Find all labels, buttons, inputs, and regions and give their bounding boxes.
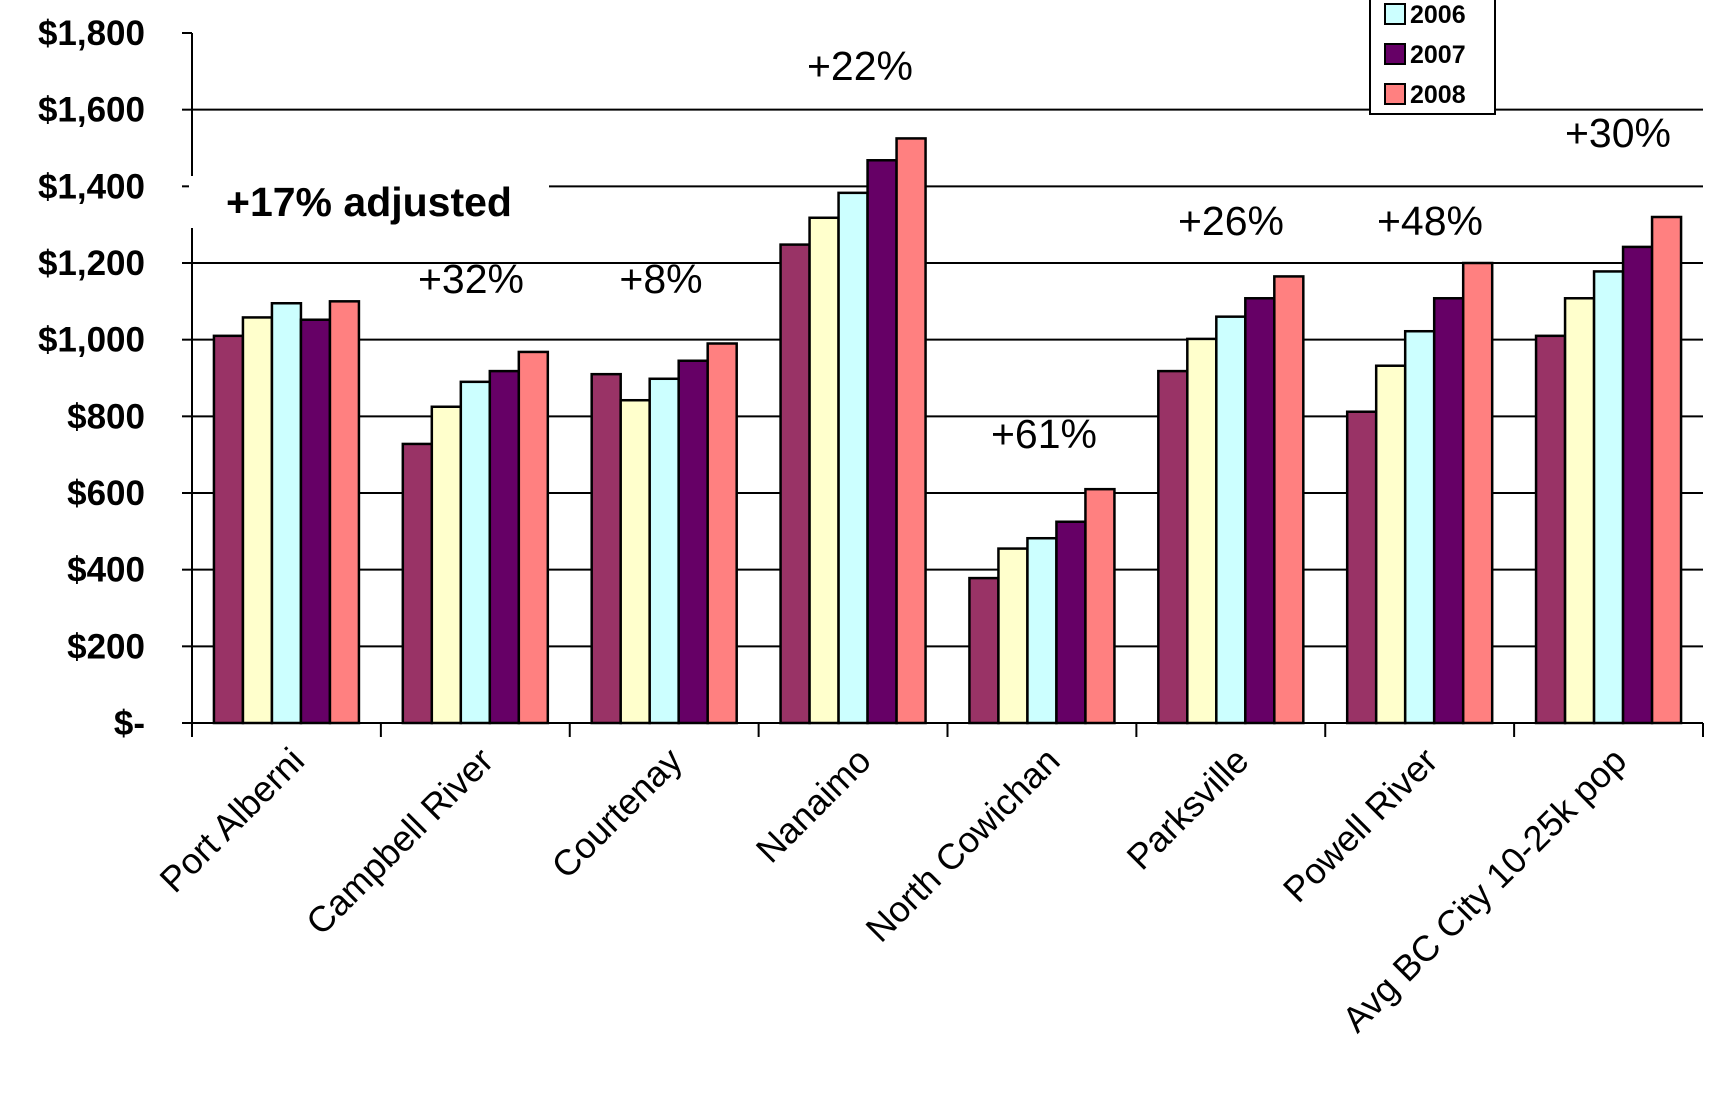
bar — [1621, 245, 1654, 725]
annotation-background — [189, 176, 549, 228]
bar — [590, 372, 622, 725]
bar — [866, 159, 898, 725]
bar — [430, 405, 463, 725]
bar — [241, 316, 274, 725]
bar — [270, 302, 303, 725]
annotation-label: +32% — [418, 256, 524, 302]
legend: 2006 2007 2008 — [1369, 0, 1496, 115]
annotation-label: +22% — [807, 43, 913, 89]
y-tick-label: $400 — [67, 551, 145, 590]
y-tick-label: $800 — [67, 397, 145, 436]
bar — [1345, 410, 1378, 725]
annotation-label: +61% — [991, 411, 1097, 457]
x-tick-label: Nanaimo — [748, 740, 879, 871]
bar — [837, 191, 869, 725]
bar — [779, 243, 811, 725]
legend-label: 2007 — [1410, 41, 1466, 69]
bar — [1055, 520, 1087, 725]
annotation-label: +30% — [1565, 110, 1671, 156]
bar — [677, 359, 709, 725]
x-tick-label: Parksville — [1119, 740, 1257, 878]
y-tick-label: $- — [114, 704, 145, 743]
bar — [1374, 364, 1407, 725]
bar — [968, 576, 1000, 725]
y-tick-label: $1,400 — [38, 167, 145, 206]
bar — [997, 547, 1029, 725]
x-tick-label: Campbell River — [298, 740, 501, 943]
legend-swatch — [1384, 83, 1406, 105]
y-tick-label: $1,000 — [38, 321, 145, 360]
bar — [1084, 487, 1116, 725]
y-axis-ticks: $- $200 $400 $600 $800 $1,000 $1,200 $1,400 $1,6… — [38, 14, 192, 743]
legend-label: 2006 — [1410, 1, 1466, 29]
bar — [488, 369, 521, 725]
bar — [1563, 297, 1596, 725]
bar — [1403, 329, 1436, 725]
bar — [895, 137, 927, 725]
x-tick-label: Courtenay — [543, 740, 689, 886]
bar — [1244, 297, 1276, 725]
x-tick-label: Port Alberni — [152, 740, 313, 901]
bar — [619, 398, 651, 725]
bar — [1432, 297, 1465, 725]
x-tick-label: North Cowichan — [857, 740, 1067, 950]
bar — [1461, 261, 1494, 725]
bar — [1273, 275, 1305, 725]
bar — [1026, 536, 1058, 725]
axes — [191, 33, 1704, 737]
y-tick-label: $1,600 — [38, 91, 145, 130]
annotation-label: +17% adjusted — [226, 179, 512, 225]
bar — [328, 300, 361, 725]
annotation-label: +48% — [1377, 198, 1483, 244]
y-tick-label: $1,800 — [38, 14, 145, 53]
annotations: +17% adjusted +32% +8% +22% +61% +26% +48% +30% — [189, 43, 1671, 457]
bar — [1157, 369, 1189, 725]
bar — [1650, 215, 1683, 725]
bar — [1215, 315, 1247, 725]
legend-label: 2008 — [1410, 81, 1466, 109]
annotation-label: +26% — [1178, 198, 1284, 244]
bar — [706, 342, 738, 725]
y-tick-label: $1,200 — [38, 244, 145, 283]
bar — [459, 380, 492, 725]
annotation-label: +8% — [619, 256, 702, 302]
bar — [808, 216, 840, 725]
bar — [401, 442, 434, 725]
bar — [1534, 334, 1567, 725]
bar — [1186, 337, 1218, 725]
bar — [517, 350, 550, 725]
bar — [212, 334, 245, 725]
x-tick-label: Powell River — [1275, 740, 1445, 910]
bar — [648, 377, 680, 725]
bar — [299, 318, 332, 725]
y-tick-label: $600 — [67, 474, 145, 513]
legend-swatch — [1384, 43, 1406, 65]
bar — [1592, 270, 1625, 725]
y-tick-label: $200 — [67, 627, 145, 666]
legend-swatch — [1384, 3, 1406, 25]
bars — [212, 137, 1683, 725]
